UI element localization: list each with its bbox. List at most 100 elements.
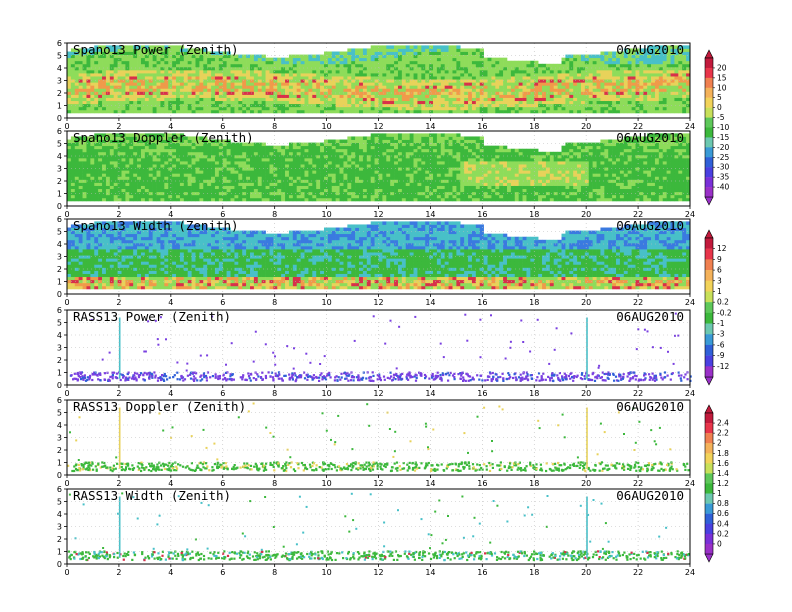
- heat-cell: [588, 79, 593, 83]
- heat-cell: [448, 51, 453, 55]
- heat-cell: [172, 176, 177, 180]
- heat-cell: [281, 69, 286, 74]
- heat-cell: [503, 82, 508, 86]
- heat-cell: [82, 188, 87, 193]
- heat-cell: [288, 157, 294, 162]
- heat-cell: [117, 182, 122, 186]
- heat-cell: [658, 76, 664, 80]
- heat-cell: [226, 170, 231, 174]
- heat-cell: [82, 88, 87, 92]
- heat-cell: [378, 182, 383, 186]
- heat-cell: [456, 60, 461, 65]
- heat-cell: [359, 170, 364, 174]
- heat-cell: [374, 82, 379, 86]
- heat-cell: [619, 82, 625, 86]
- heat-cell: [125, 154, 130, 159]
- heat-cell: [292, 82, 298, 86]
- heat-cell: [347, 142, 352, 147]
- heat-cell: [292, 154, 298, 159]
- heat-cell: [526, 97, 531, 102]
- heat-cell: [292, 109, 298, 114]
- heat-cell: [612, 100, 617, 105]
- heat-cell: [207, 109, 212, 114]
- heat-cell: [265, 154, 270, 159]
- heat-cell: [273, 154, 278, 159]
- heat-cell: [682, 63, 687, 68]
- heat-cell: [308, 164, 313, 168]
- heat-cell: [343, 188, 348, 193]
- heat-cell: [359, 142, 364, 147]
- heat-cell: [179, 185, 185, 190]
- heat-cell: [207, 97, 212, 102]
- heat-cell: [506, 88, 512, 92]
- heat-cell: [327, 106, 333, 111]
- heat-cell: [616, 63, 621, 68]
- heat-cell: [234, 167, 239, 171]
- heat-cell: [160, 182, 165, 186]
- heat-cell: [253, 88, 259, 92]
- heat-cell: [292, 88, 298, 92]
- heat-cell: [316, 182, 321, 186]
- heat-cell: [495, 73, 500, 77]
- heat-cell: [327, 182, 333, 186]
- heat-cell: [195, 142, 200, 147]
- heat-cell: [98, 188, 103, 193]
- heat-cell: [444, 91, 449, 95]
- heat-cell: [300, 188, 305, 193]
- heat-cell: [129, 63, 134, 68]
- heat-cell: [261, 185, 266, 190]
- heat-cell: [222, 164, 227, 168]
- heat-cell: [526, 94, 531, 98]
- heat-cell: [257, 142, 262, 147]
- heat-cell: [137, 100, 142, 105]
- heat-cell: [320, 167, 325, 171]
- heat-cell: [195, 76, 200, 80]
- heat-cell: [658, 82, 664, 86]
- heat-cell: [70, 191, 76, 196]
- heat-cell: [339, 106, 344, 111]
- heat-cell: [308, 191, 313, 196]
- heat-cell: [246, 94, 251, 98]
- heat-cell: [397, 79, 403, 83]
- heat-cell: [129, 94, 134, 98]
- heat-cell: [281, 194, 286, 199]
- heat-cell: [168, 85, 173, 89]
- heat-cell: [643, 66, 648, 71]
- heat-cell: [662, 97, 667, 102]
- heat-cell: [545, 106, 551, 111]
- heat-cell: [133, 51, 138, 55]
- heat-cell: [339, 139, 344, 143]
- heat-cell: [105, 148, 111, 153]
- heat-cell: [214, 73, 220, 77]
- heat-cell: [658, 103, 664, 108]
- heat-cell: [261, 109, 266, 114]
- heat-cell: [273, 188, 278, 193]
- heat-cell: [156, 76, 161, 80]
- heat-cell: [545, 88, 551, 92]
- heat-cell: [619, 60, 625, 65]
- heat-cell: [335, 142, 340, 147]
- heat-cell: [250, 142, 255, 147]
- heat-cell: [86, 191, 91, 196]
- heat-cell: [211, 66, 216, 71]
- heat-cell: [218, 85, 224, 89]
- heat-cell: [82, 167, 87, 171]
- heat-cell: [588, 63, 593, 68]
- heat-cell: [351, 173, 356, 177]
- heat-cell: [156, 103, 161, 108]
- heat-cell: [250, 85, 255, 89]
- heat-cell: [148, 63, 153, 68]
- heat-cell: [164, 142, 169, 147]
- heat-cell: [214, 179, 220, 183]
- heat-cell: [518, 79, 523, 83]
- heat-cell: [160, 109, 165, 114]
- heat-cell: [265, 57, 270, 62]
- heat-cell: [300, 106, 305, 111]
- heat-cell: [176, 60, 181, 65]
- heat-cell: [187, 148, 192, 153]
- heat-cell: [374, 85, 379, 89]
- heat-cell: [230, 194, 235, 199]
- heat-cell: [323, 179, 329, 183]
- heat-cell: [678, 106, 683, 111]
- heat-cell: [308, 109, 313, 114]
